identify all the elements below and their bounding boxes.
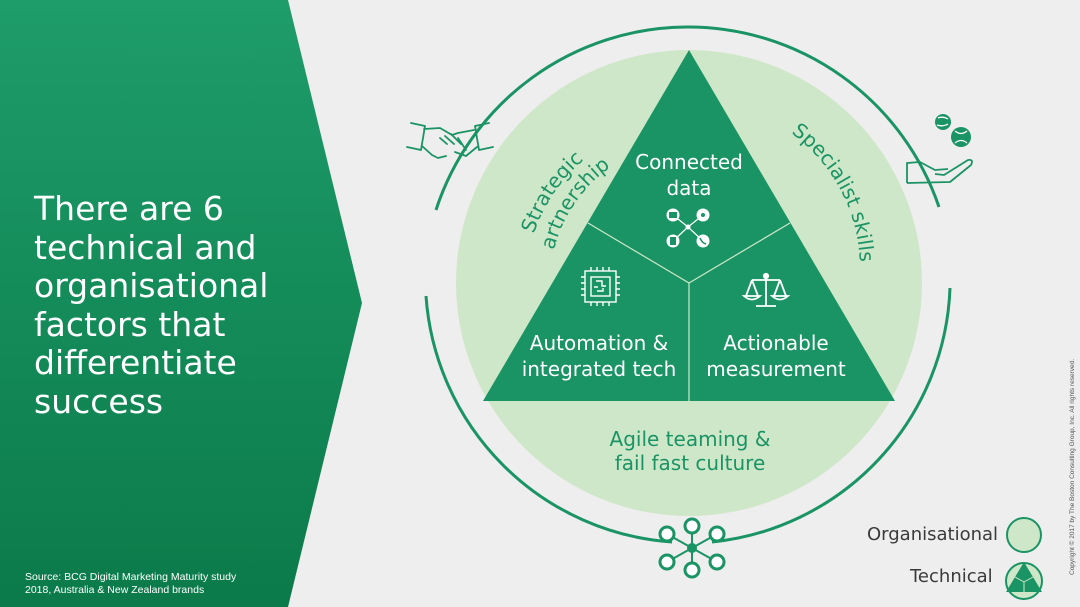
- outer-ring-left-arc: [424, 295, 673, 544]
- label-connected-line1: Connected: [635, 150, 743, 174]
- chip-icon: [581, 267, 620, 306]
- title-panel: [0, 0, 362, 607]
- label-measurement-line1: Actionable: [723, 331, 828, 355]
- headline-line: factors that: [34, 304, 226, 344]
- label-connected-line2: data: [666, 176, 711, 200]
- label-automation-line2: integrated tech: [522, 357, 677, 381]
- outer-ring-top-arc: [434, 25, 941, 211]
- data-devices-icon: [666, 208, 710, 248]
- source-note: Source: BCG Digital Marketing Maturity s…: [25, 571, 285, 596]
- slide-headline: There are 6 technical and organisational…: [34, 189, 294, 421]
- giving-hand-icon: [906, 114, 973, 184]
- scales-icon: [741, 272, 791, 307]
- legend-technical-label: Technical: [910, 566, 993, 587]
- handshake-icon: [406, 122, 494, 159]
- headline-line: organisational: [34, 266, 269, 305]
- headline-line: There are 6: [34, 189, 224, 228]
- headline-line: success: [34, 381, 164, 421]
- headline-line: technical and: [34, 227, 257, 267]
- label-automation-line1: Automation &: [530, 331, 668, 355]
- label-agile-line1: Agile teaming &: [610, 427, 771, 451]
- outer-ring-right-arc: [711, 287, 952, 544]
- source-line: 2018, Australia & New Zealand brands: [25, 583, 205, 596]
- headline-line: differentiate: [34, 343, 237, 382]
- network-icon: [658, 517, 726, 579]
- triangle-divider: [688, 222, 791, 284]
- triangle-divider: [587, 222, 690, 284]
- legend-organisational-icon: [1006, 517, 1042, 553]
- copyright-notice: Copyright © 2017 by The Boston Consultin…: [1069, 358, 1076, 575]
- label-agile-line2: fail fast culture: [615, 451, 766, 475]
- source-line: Source: BCG Digital Marketing Maturity s…: [25, 571, 237, 583]
- legend-organisational-label: Organisational: [867, 524, 999, 545]
- legend-technical-icon: [1005, 562, 1043, 600]
- label-measurement-line2: measurement: [706, 357, 846, 381]
